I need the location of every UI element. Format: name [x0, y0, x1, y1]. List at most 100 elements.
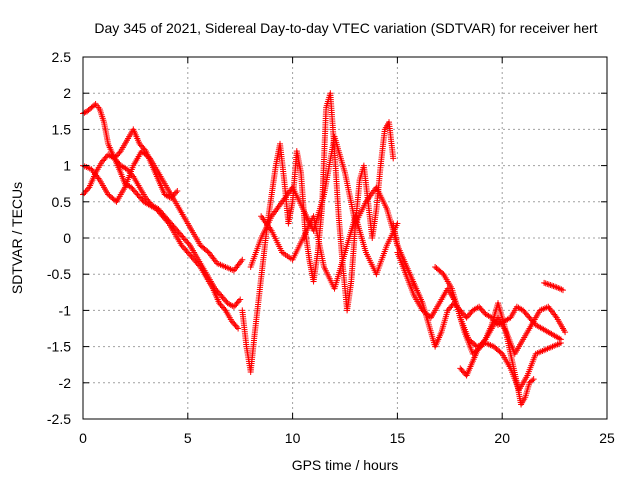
- data-point: [82, 188, 89, 195]
- data-point: [230, 319, 237, 326]
- data-point: [135, 193, 142, 200]
- data-point: [481, 337, 488, 344]
- data-point: [235, 325, 242, 332]
- data-point: [157, 208, 164, 215]
- data-point: [217, 291, 224, 298]
- data-point: [168, 195, 175, 202]
- data-point: [129, 185, 136, 192]
- data-point: [220, 304, 227, 311]
- y-tick-label: -2.5: [47, 411, 71, 427]
- data-point: [476, 303, 483, 310]
- data-point: [170, 192, 177, 199]
- data-point: [457, 365, 464, 372]
- data-point: [439, 269, 446, 276]
- data-point: [166, 219, 173, 226]
- data-point: [161, 213, 168, 220]
- data-point: [477, 342, 484, 349]
- data-point: [444, 307, 451, 314]
- data-point: [133, 190, 140, 197]
- data-point: [237, 296, 244, 303]
- data-point: [100, 157, 107, 164]
- data-point: [461, 311, 468, 318]
- data-point: [155, 206, 162, 213]
- data-point: [128, 184, 135, 191]
- data-point: [146, 199, 153, 206]
- data-point: [145, 198, 152, 205]
- data-point: [458, 366, 465, 373]
- data-point: [169, 221, 176, 228]
- data-point: [98, 158, 105, 165]
- series-trace-a: [80, 101, 242, 332]
- data-point: [213, 287, 220, 294]
- data-point: [232, 322, 239, 329]
- data-point: [231, 321, 238, 328]
- data-point: [130, 187, 137, 194]
- axis-ticks: 0 5 10 15 20 25 -2.5 -2 -1.5 -1 -0.5 0 0.5 1 1.5 2 2.5: [47, 49, 615, 446]
- data-point: [218, 292, 225, 299]
- data-point: [174, 187, 181, 194]
- series-trace-d: [111, 126, 181, 202]
- data-point: [137, 194, 144, 201]
- data-point: [230, 303, 237, 310]
- data-point: [218, 303, 225, 310]
- data-point: [222, 297, 229, 304]
- y-tick-label: 2.5: [52, 49, 72, 65]
- data-point: [459, 368, 466, 375]
- data-point: [180, 235, 187, 241]
- data-point: [141, 146, 148, 153]
- data-point: [478, 306, 485, 313]
- y-tick-label: -2: [59, 375, 72, 391]
- data-point: [136, 140, 143, 147]
- data-point: [478, 340, 485, 347]
- data-point: [448, 303, 455, 310]
- data-point: [215, 290, 222, 297]
- data-point: [476, 343, 483, 350]
- data-point: [81, 190, 88, 197]
- data-point: [562, 329, 569, 336]
- data-point: [115, 151, 122, 158]
- data-point: [497, 349, 504, 356]
- y-tick-label: 1: [63, 158, 71, 174]
- data-point: [116, 149, 123, 156]
- data-point: [461, 369, 468, 376]
- data-point: [181, 245, 188, 252]
- data-point: [233, 300, 240, 307]
- x-tick-label: 20: [494, 430, 510, 446]
- data-point: [187, 252, 194, 259]
- data-point: [185, 240, 192, 247]
- data-point: [234, 299, 241, 306]
- data-point: [219, 294, 226, 301]
- data-point: [184, 239, 191, 246]
- data-point: [479, 339, 486, 346]
- data-point: [83, 187, 90, 194]
- y-tick-label: 0: [63, 230, 71, 246]
- data-point: [530, 376, 537, 383]
- data-point: [214, 288, 221, 295]
- y-tick-label: -1: [59, 302, 72, 318]
- data-point: [168, 220, 175, 227]
- chart-title: Day 345 of 2021, Sidereal Day-to-day VTE…: [94, 20, 597, 36]
- x-tick-label: 5: [184, 430, 192, 446]
- data-point: [139, 143, 146, 150]
- data-point: [467, 310, 474, 317]
- data-point: [178, 242, 185, 249]
- data-point: [239, 256, 246, 263]
- data-point: [173, 226, 180, 233]
- data-point: [479, 308, 486, 315]
- data-point: [466, 311, 473, 318]
- y-axis-label: SDTVAR / TECUs: [9, 182, 25, 294]
- data-point: [216, 300, 223, 307]
- data-point: [169, 193, 176, 200]
- data-point: [175, 229, 182, 236]
- data-point: [173, 189, 180, 196]
- data-point: [81, 109, 88, 116]
- data-point: [138, 195, 145, 202]
- data-point: [179, 233, 186, 240]
- grid: [83, 57, 607, 419]
- data-point: [522, 310, 529, 317]
- data-point: [390, 155, 397, 162]
- data-point: [204, 248, 211, 255]
- data-point: [163, 214, 170, 221]
- data-point: [159, 210, 166, 217]
- data-point: [217, 301, 224, 308]
